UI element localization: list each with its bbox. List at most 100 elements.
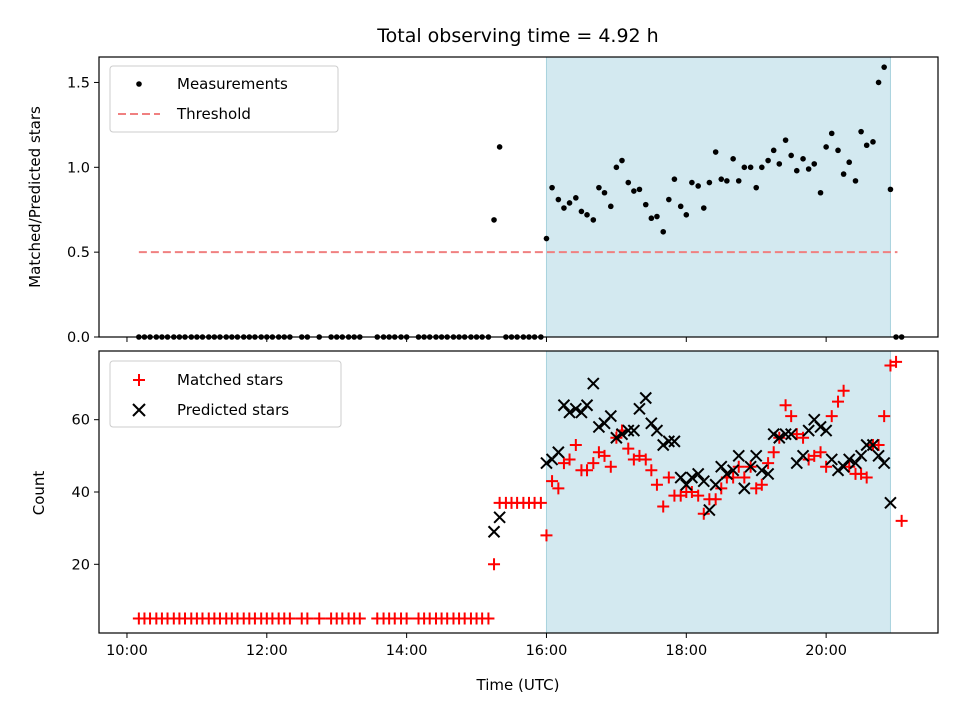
predicted-star-point [680,478,693,491]
measurement-point [578,208,585,215]
measurement-point [811,161,818,167]
measurement-point [642,201,649,208]
x-tick-label: 10:00 [106,643,148,659]
measurement-point [875,79,882,86]
y-tick-label: 40 [72,485,90,501]
predicted-star-point [866,438,880,452]
predicted-star-point [587,377,600,390]
matched-star-point [534,496,547,509]
predicted-star-point [837,460,850,473]
bottom-panel: 20 40 60 10:00 12:00 14:00 16:00 18:00 20:00 Co… [30,350,939,694]
predicted-star-point [732,449,745,463]
y-tick-label: 1.5 [67,75,90,91]
measurement-point [561,205,567,211]
predicted-star-point [755,464,769,477]
matched-star-point [832,395,845,408]
predicted-star-point [615,427,629,441]
measurement-point [870,139,876,145]
matched-star-point [488,558,501,571]
measurement-point [613,164,620,171]
measurement-point [491,217,497,223]
matched-star-point [645,464,658,477]
top-measurement-points [136,64,905,340]
measurement-point [741,164,748,171]
matched-star-point [779,399,792,412]
bottom-legend: Matched stars Predicted stars [109,360,342,428]
predicted-star-point [738,482,751,495]
matched-star-point [482,612,495,625]
bottom-legend-box [109,360,342,428]
x-tick-label: 12:00 [246,643,288,659]
matched-star-point [353,612,366,625]
measurement-point [549,184,555,191]
predicted-star-point [668,435,681,448]
predicted-star-point [831,464,845,477]
measurement-point [835,147,841,154]
predicted-star-point [802,424,815,437]
y-tick-label: 60 [72,413,90,429]
matched-star-point [622,442,635,455]
matched-star-point [738,471,751,484]
measurement-point [858,128,864,135]
y-tick-label: 20 [72,557,90,573]
predicted-star-point [657,438,670,452]
top-panel: 0.0 0.5 1.0 1.5 Matched/Predicted stars Mea… [26,56,939,346]
measurement-point [823,144,829,150]
predicted-star-point [877,456,891,470]
predicted-star-point [685,471,699,484]
matched-star-point [895,514,908,527]
measurement-point [724,178,730,184]
measurement-point [817,189,824,196]
measurement-point [840,171,847,177]
predicted-star-point [726,464,740,477]
predicted-star-point [493,511,506,524]
measurement-point [712,149,719,155]
predicted-star-point [744,460,757,473]
measurement-point [648,215,655,222]
matched-star-point [587,457,600,470]
measurement-point [788,152,794,159]
measurement-point [770,147,777,154]
matched-star-point [633,449,646,462]
measurement-point [747,164,754,171]
measurement-point [887,186,894,193]
matched-star-point [709,493,722,506]
predicted-star-point [552,446,565,459]
matched-star-point [540,529,553,542]
matched-star-point [872,439,885,451]
predicted-star-point [604,409,617,423]
measurement-point [683,212,690,218]
predicted-star-point [662,435,676,448]
measurement-point [677,203,684,210]
legend-matched-marker [133,374,145,386]
top-shaded-span [545,56,891,338]
legend-threshold-label: Threshold [176,105,251,123]
matched-star-point [755,478,768,491]
predicted-star-point [761,467,775,481]
measurement-point [759,164,765,171]
measurement-point [689,179,695,186]
matched-star-point [732,460,745,473]
measurement-point [846,159,853,166]
predicted-star-point [715,460,728,473]
x-tick-label: 16:00 [526,643,568,659]
bottom-y-axis-label: Count [30,471,48,516]
predicted-star-point [487,525,501,538]
predicted-star-point [622,424,635,437]
matched-star-point [797,431,810,444]
top-plot-frame [98,56,939,338]
predicted-star-point [674,471,687,484]
measurement-point [735,178,742,184]
predicted-star-point [750,449,763,463]
matched-star-point [837,384,850,397]
measurement-point [666,196,672,203]
top-x-axis-ticks [126,337,827,342]
matched-star-point [878,410,891,423]
matched-star-point [808,449,821,462]
matched-star-point [283,612,296,625]
top-legend: Measurements Threshold [109,65,339,133]
measurement-point [718,176,725,182]
matched-star-point [762,457,775,470]
y-tick-label: 1.0 [67,160,90,176]
